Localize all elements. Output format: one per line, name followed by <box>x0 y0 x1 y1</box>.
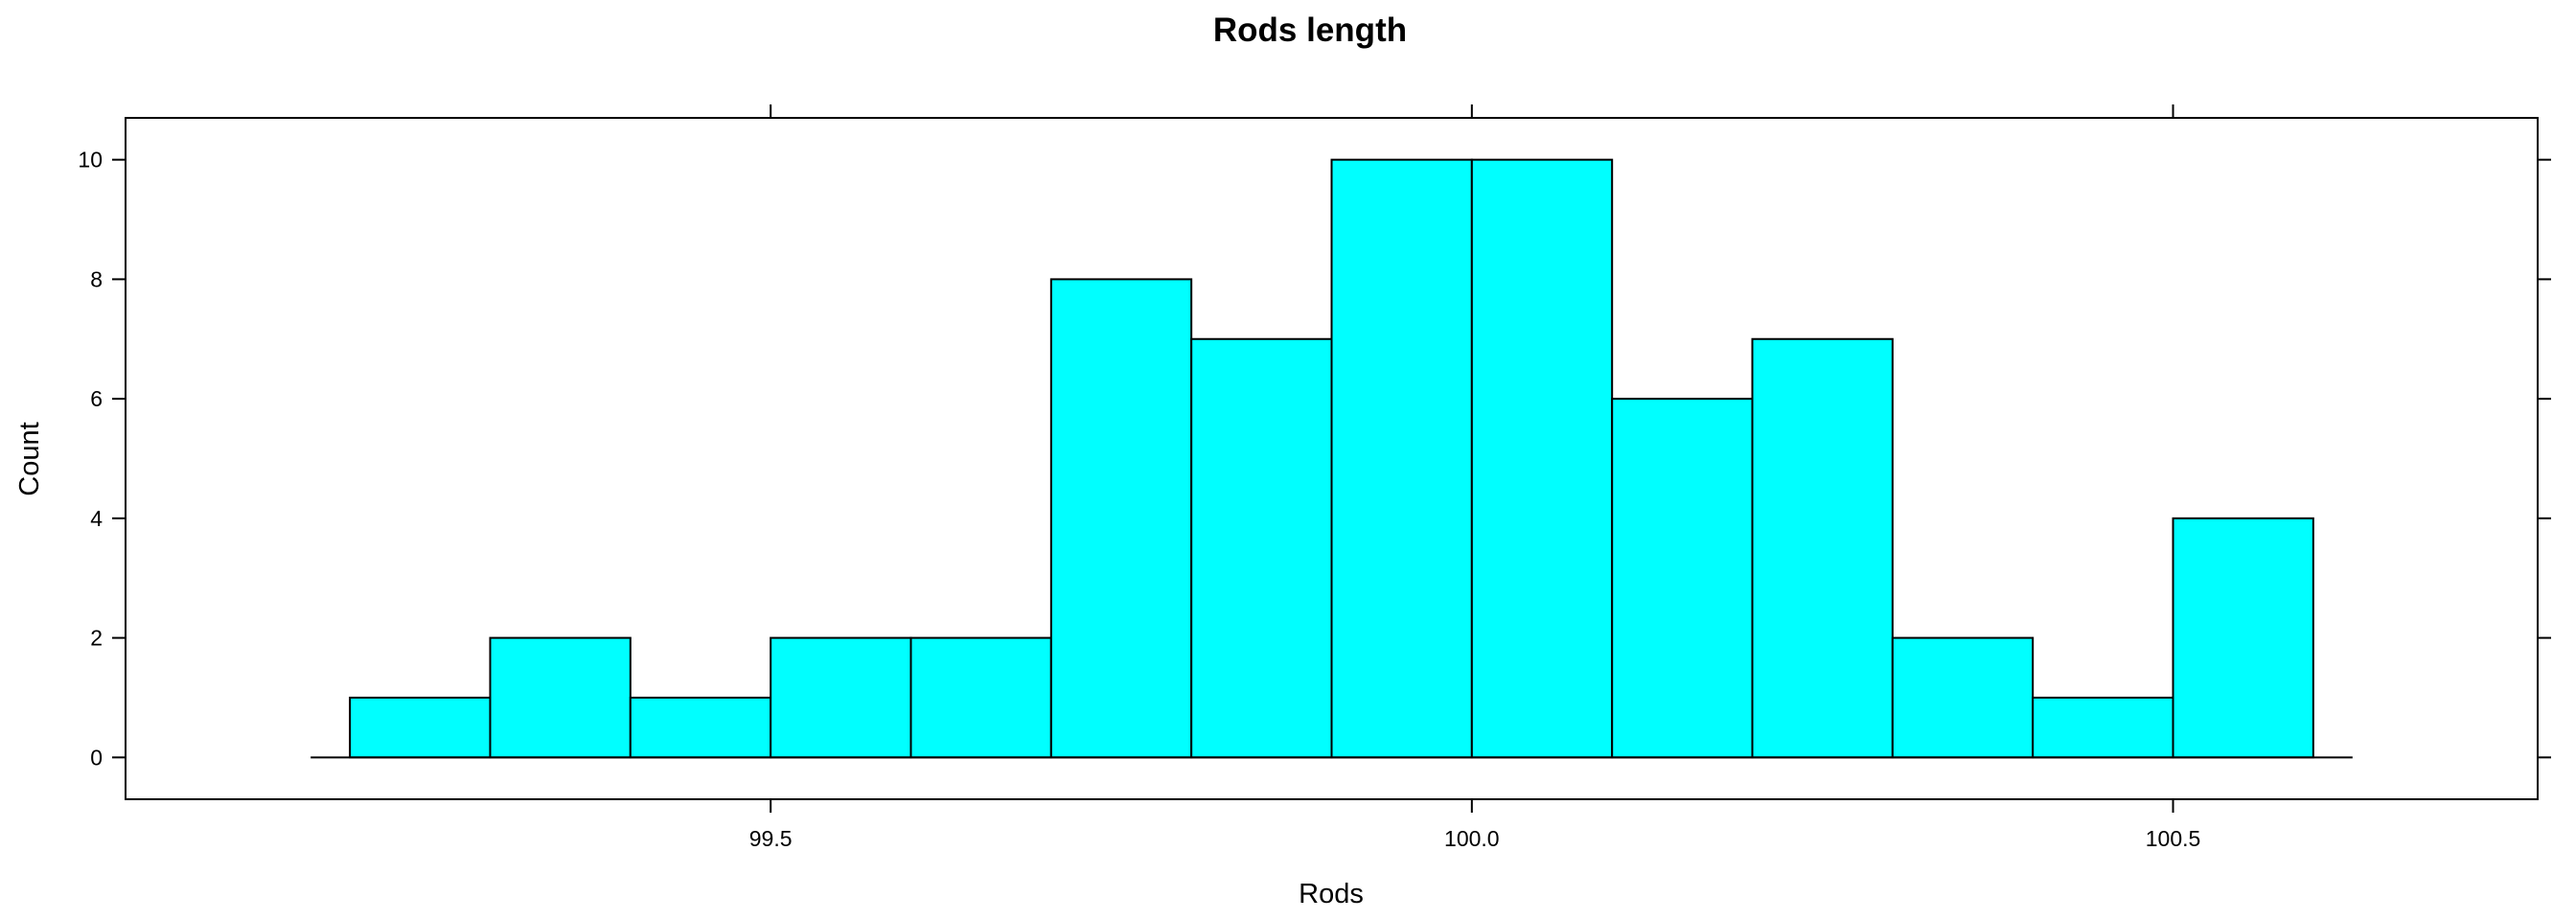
histogram-bar-13 <box>2172 517 2314 759</box>
y-tick-label-0: 0 <box>90 745 103 770</box>
histogram-bars <box>349 158 2314 759</box>
histogram-bar-5 <box>1049 278 1193 759</box>
chart-title: Rods length <box>1213 12 1407 49</box>
x-axis-label: Rods <box>1299 879 1364 909</box>
plot-frame <box>125 117 2539 800</box>
histogram-bar-8 <box>1470 158 1614 759</box>
histogram-bar-4 <box>909 636 1052 759</box>
histogram-bar-3 <box>770 636 912 759</box>
axis-ticks <box>112 104 2551 813</box>
x-tick-label-1: 100.0 <box>1444 826 1500 851</box>
histogram-bar-1 <box>489 636 632 759</box>
axis-tick-labels: 0 2 4 6 8 10 99.5 100.0 100.5 <box>78 148 2200 851</box>
y-tick-label-1: 2 <box>90 626 103 651</box>
histogram-bar-10 <box>1751 337 1894 759</box>
histogram-bar-11 <box>1891 636 2035 759</box>
histogram-bar-2 <box>629 696 772 759</box>
y-tick-label-5: 10 <box>78 148 103 172</box>
y-tick-label-3: 6 <box>90 386 103 411</box>
y-tick-label-4: 8 <box>90 266 103 291</box>
histogram-bar-12 <box>2032 696 2174 759</box>
histogram-bar-6 <box>1190 337 1333 759</box>
x-tick-label-2: 100.5 <box>2146 826 2201 851</box>
histogram-bar-7 <box>1330 158 1473 759</box>
histogram-bar-9 <box>1611 398 1754 759</box>
histogram-bar-0 <box>349 696 492 759</box>
x-tick-label-0: 99.5 <box>749 826 793 851</box>
y-axis-label: Count <box>14 422 45 495</box>
y-tick-label-2: 4 <box>90 506 103 531</box>
